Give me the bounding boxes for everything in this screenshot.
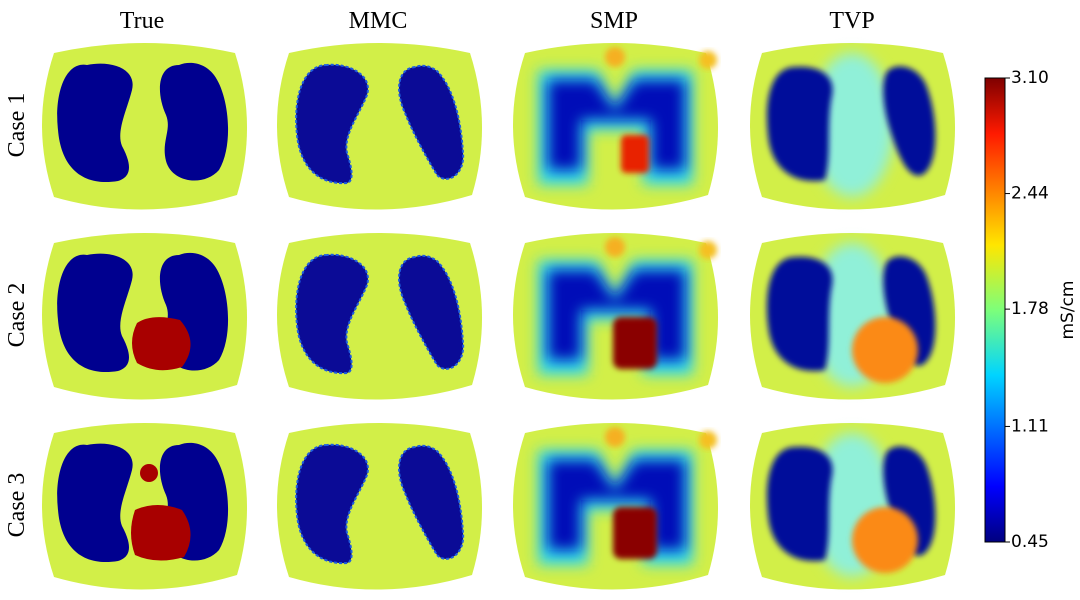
panel [42,43,248,210]
row-label: Case 2 [4,283,30,348]
colorbar-label: mS/cm [1058,281,1078,340]
panel [277,233,483,400]
panel [513,233,719,400]
tick-label: 0.45 [1011,532,1049,552]
colorbar [984,77,1006,543]
panel [42,233,248,400]
tick-label: 2.44 [1011,184,1049,204]
panel [513,423,719,590]
tick-label: 1.11 [1011,416,1049,436]
column-title: True [120,8,164,34]
row-label: Case 1 [4,93,30,158]
column-title: SMP [590,8,638,34]
tick-label: 1.78 [1011,299,1049,319]
column-title: MMC [349,8,408,34]
panel [750,423,956,590]
tick-label: 3.10 [1011,68,1049,88]
panel [42,423,248,590]
panel [277,43,483,210]
panel [750,233,956,400]
panel [277,423,483,590]
panel [750,43,956,210]
row-label: Case 3 [4,473,30,538]
panel [513,43,719,210]
column-title: TVP [829,8,874,34]
